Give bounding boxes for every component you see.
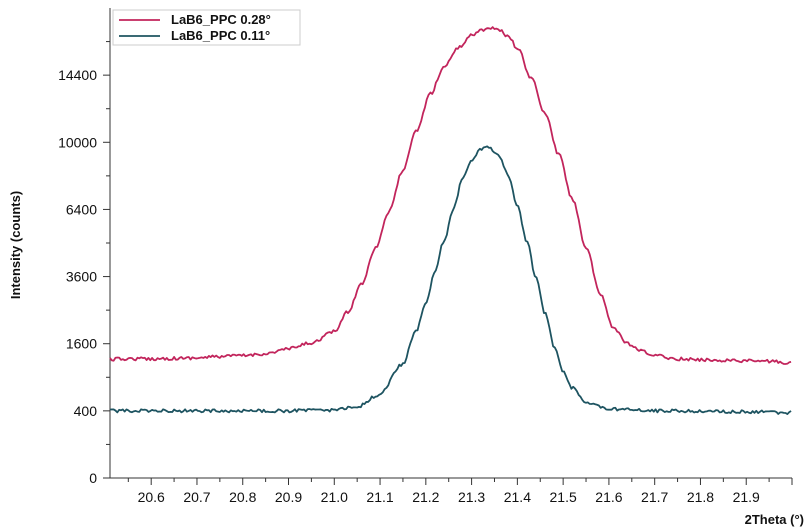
x-tick-label: 21.9 bbox=[733, 489, 760, 505]
y-tick-label: 400 bbox=[74, 403, 98, 419]
y-axis-title: Intensity (counts) bbox=[8, 191, 23, 299]
y-tick-label: 3600 bbox=[66, 269, 97, 285]
y-tick-label: 0 bbox=[89, 470, 97, 486]
x-tick-label: 21.8 bbox=[687, 489, 714, 505]
series-layer bbox=[109, 26, 792, 415]
x-tick-label: 21.7 bbox=[641, 489, 668, 505]
y-tick-label: 6400 bbox=[66, 201, 97, 217]
x-tick-label: 21.6 bbox=[595, 489, 622, 505]
x-tick-label: 20.7 bbox=[183, 489, 210, 505]
y-tick-label: 1600 bbox=[66, 336, 97, 352]
legend: LaB6_PPC 0.28°LaB6_PPC 0.11° bbox=[112, 9, 301, 46]
y-tick-label: 10000 bbox=[58, 134, 97, 150]
x-tick-label: 21.0 bbox=[321, 489, 348, 505]
x-tick-label: 21.3 bbox=[458, 489, 485, 505]
series-line bbox=[109, 145, 792, 415]
x-tick-label: 21.5 bbox=[550, 489, 577, 505]
x-tick-label: 21.1 bbox=[366, 489, 393, 505]
x-tick-label: 21.4 bbox=[504, 489, 531, 505]
y-axis: 0 400 1600 3600 6400 10000 14400 bbox=[58, 8, 111, 486]
y-tick-label: 14400 bbox=[58, 67, 97, 83]
legend-box bbox=[112, 9, 301, 46]
x-tick-label: 20.6 bbox=[138, 489, 165, 505]
x-axis-title: 2Theta (°) bbox=[745, 512, 804, 527]
x-tick-label: 20.9 bbox=[275, 489, 302, 505]
legend-entry: LaB6_PPC 0.11° bbox=[171, 28, 270, 43]
x-tick-label: 21.2 bbox=[412, 489, 439, 505]
legend-entry: LaB6_PPC 0.28° bbox=[171, 12, 271, 27]
x-axis: 20.6 20.7 20.8 20.9 21.0 21.1 21.2 21.3 21.4 21.5… bbox=[110, 477, 793, 505]
series-line bbox=[109, 26, 792, 365]
x-tick-label: 20.8 bbox=[229, 489, 256, 505]
